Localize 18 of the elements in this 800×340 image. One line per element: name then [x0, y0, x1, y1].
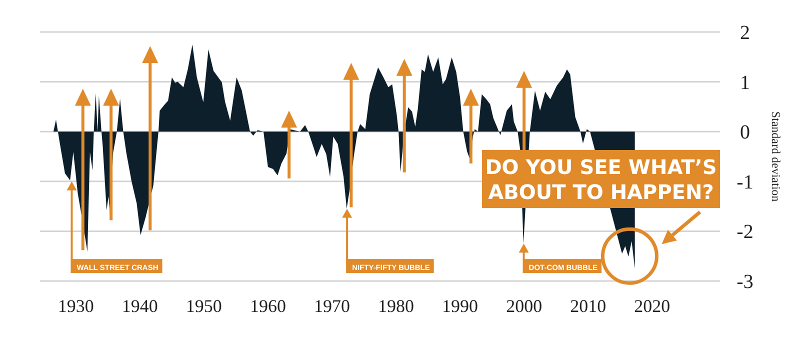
y-tick-label: -3 [736, 271, 754, 293]
x-tick-label: 1950 [186, 296, 222, 316]
y-tick-label: -2 [736, 221, 754, 244]
x-tick-label: 1990 [442, 296, 478, 316]
x-tick-label: 2020 [634, 296, 670, 316]
y-tick-label: 2 [740, 22, 750, 44]
x-tick-label: 1980 [378, 296, 414, 316]
annotation: DO YOU SEE WHAT’S ABOUT TO HAPPEN? [485, 155, 717, 204]
y-tick-label: 0 [740, 122, 750, 144]
y-tick-label: -1 [736, 171, 754, 194]
x-tick-label: 2000 [506, 296, 542, 316]
x-tick-label: 1940 [122, 296, 158, 316]
y-axis-title: Standard deviation [769, 111, 783, 202]
x-tick-label: 1970 [314, 296, 350, 316]
x-tick-label: 1930 [58, 296, 94, 316]
y-tick-label: 1 [740, 72, 750, 94]
x-tick-label: 2010 [570, 296, 606, 316]
x-tick-label: 1960 [250, 296, 286, 316]
